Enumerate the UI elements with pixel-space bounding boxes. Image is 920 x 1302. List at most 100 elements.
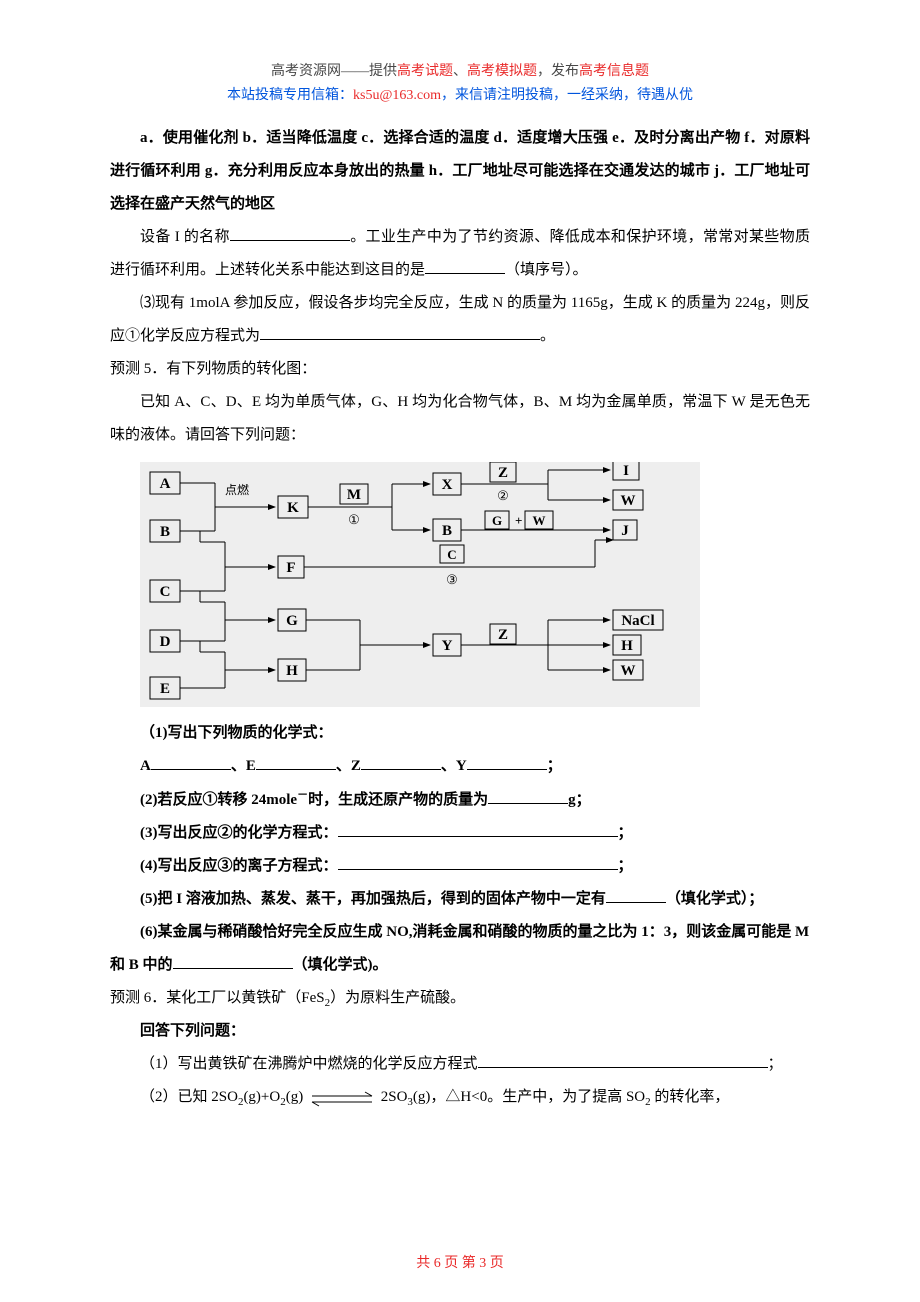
blank-a xyxy=(151,755,231,770)
q4-b: ； xyxy=(618,858,633,874)
q1-y: 、Y xyxy=(441,758,467,774)
circled-2: ② xyxy=(497,488,509,503)
p10-end: 的转化率， xyxy=(651,1089,730,1105)
blank-e xyxy=(256,755,336,770)
blank-solid xyxy=(606,888,666,903)
equipment-para: 设备 I 的名称。工业生产中为了节约资源、降低成本和保护环境，常常对某些物质进行… xyxy=(110,221,810,287)
p10-m2: (g) xyxy=(286,1089,304,1105)
q2-c: g； xyxy=(568,792,591,808)
page-header: 高考资源网——提供高考试题、高考模拟题，发布高考信息题 本站投稿专用信箱：ks5… xyxy=(110,60,810,104)
footer-text: 共 6 页 第 3 页 xyxy=(416,1256,504,1271)
p2-a: 设备 I 的名称 xyxy=(140,229,230,245)
q2-b: 时，生成还原产物的质量为 xyxy=(308,792,488,808)
p2-c: （填序号）。 xyxy=(505,262,588,278)
p10-m1: (g)+O xyxy=(243,1089,280,1105)
p9-a: （1）写出黄铁矿在沸腾炉中燃烧的化学反应方程式 xyxy=(140,1056,478,1072)
node-z2: Z xyxy=(498,627,508,643)
header-hl2: 高考模拟题 xyxy=(467,64,537,79)
q3-b: ； xyxy=(618,825,633,841)
page-footer: 共 6 页 第 3 页 xyxy=(0,1252,920,1272)
predict-5-intro: 已知 A、C、D、E 均为单质气体，G、H 均为化合物气体，B、M 均为金属单质… xyxy=(110,386,810,452)
q3-a: (3)写出反应②的化学方程式： xyxy=(140,825,338,841)
p10-a: （2）已知 2SO xyxy=(140,1089,238,1105)
node-b: B xyxy=(160,524,170,540)
node-m: M xyxy=(347,487,361,503)
q4: (4)写出反应③的离子方程式： ； xyxy=(110,850,810,883)
header-pre: 高考资源网——提供 xyxy=(271,64,397,79)
node-w2: W xyxy=(533,513,546,528)
p9-b: ； xyxy=(768,1056,783,1072)
p10-m4: (g)，△H<0。生产中，为了提高 SO xyxy=(413,1089,645,1105)
circled-1: ① xyxy=(348,512,360,527)
blank-equation xyxy=(260,325,540,340)
q4-a: (4)写出反应③的离子方程式： xyxy=(140,858,338,874)
header-line-2: 本站投稿专用信箱：ks5u@163.com，来信请注明投稿，一经采纳，待遇从优 xyxy=(110,84,810,104)
p3-b: 。 xyxy=(540,328,555,344)
node-c: C xyxy=(160,584,171,600)
question-3: ⑶现有 1molA 参加反应，假设各步均完全反应，生成 N 的质量为 1165g… xyxy=(110,287,810,353)
q6-b: 和 B 中的 xyxy=(110,957,173,973)
node-f: F xyxy=(286,560,295,576)
q1-e: 、E xyxy=(231,758,256,774)
blank-eq2 xyxy=(338,822,618,837)
p7-a: 预测 6．某化工厂以黄铁矿（FeS xyxy=(110,990,325,1006)
p7-b: ）为原料生产硫酸。 xyxy=(330,990,465,1006)
q2: (2)若反应①转移 24mole－时，生成还原产物的质量为 g； xyxy=(110,783,810,817)
node-c2: C xyxy=(447,547,456,562)
p8: 回答下列问题： xyxy=(110,1015,810,1048)
header-sep: 、 xyxy=(453,64,467,79)
header-mid: ，发布 xyxy=(537,64,579,79)
blank-y xyxy=(467,755,547,770)
p10: （2）已知 2SO2(g)+O2(g) 2SO3(g)，△H<0。生产中，为了提… xyxy=(110,1081,810,1114)
blank-equipment xyxy=(230,226,350,241)
node-a: A xyxy=(160,476,171,492)
q1-end: ； xyxy=(547,758,562,774)
node-y: Y xyxy=(442,638,453,654)
options-list: a．使用催化剂 b．适当降低温度 c．选择合适的温度 d．适度增大压强 e．及时… xyxy=(110,122,810,221)
node-h2: H xyxy=(621,638,633,654)
node-nacl: NaCl xyxy=(621,613,654,629)
q3: (3)写出反应②的化学方程式： ； xyxy=(110,817,810,850)
node-w1: W xyxy=(621,493,636,509)
blank-combustion xyxy=(478,1053,768,1068)
header-hl1: 高考试题 xyxy=(397,64,453,79)
predict-6-title: 预测 6．某化工厂以黄铁矿（FeS2）为原料生产硫酸。 xyxy=(110,982,810,1015)
plus-1: + xyxy=(515,513,522,528)
header2-pre: 本站投稿专用信箱： xyxy=(227,88,353,103)
header-line-1: 高考资源网——提供高考试题、高考模拟题，发布高考信息题 xyxy=(110,60,810,80)
circled-3: ③ xyxy=(446,572,458,587)
node-z1: Z xyxy=(498,465,508,481)
predict-5-title: 预测 5．有下列物质的转化图： xyxy=(110,353,810,386)
header2-email: ks5u@163.com xyxy=(353,88,441,103)
q5-a: (5)把 I 溶液加热、蒸发、蒸干，再加强热后，得到的固体产物中一定有 xyxy=(140,891,606,907)
node-e: E xyxy=(160,681,170,697)
node-x: X xyxy=(442,477,453,493)
q2-sup: － xyxy=(297,789,308,801)
blank-mass xyxy=(488,789,568,804)
node-d: D xyxy=(160,634,171,650)
q6: (6)某金属与稀硝酸恰好完全反应生成 NO,消耗金属和硝酸的物质的量之比为 1：… xyxy=(110,916,810,949)
blank-index xyxy=(425,259,505,274)
header2-post: ，来信请注明投稿，一经采纳，待遇从优 xyxy=(441,88,693,103)
flowchart-diagram: A B C D E 点燃 K M ① xyxy=(140,462,810,707)
node-j: J xyxy=(621,523,629,539)
p10-m3: 2SO xyxy=(381,1089,408,1105)
q1-blanks: A、E、Z、Y； xyxy=(110,750,810,783)
node-k: K xyxy=(287,500,299,516)
content: a．使用催化剂 b．适当降低温度 c．选择合适的温度 d．适度增大压强 e．及时… xyxy=(110,122,810,1114)
q1-title: （1)写出下列物质的化学式： xyxy=(110,717,810,750)
q5-b: （填化学式）； xyxy=(666,891,764,907)
node-b2: B xyxy=(442,523,452,539)
q6b: 和 B 中的 （填化学式)。 xyxy=(110,949,810,982)
label-dianran: 点燃 xyxy=(225,482,249,497)
q2-a: (2)若反应①转移 24mole xyxy=(140,792,297,808)
p9: （1）写出黄铁矿在沸腾炉中燃烧的化学反应方程式 ； xyxy=(110,1048,810,1081)
header-hl3: 高考信息题 xyxy=(579,64,649,79)
blank-z xyxy=(361,755,441,770)
q6-c: （填化学式)。 xyxy=(293,957,388,973)
node-i: I xyxy=(623,463,629,479)
node-g2: G xyxy=(492,513,502,528)
blank-metal xyxy=(173,954,293,969)
blank-eq3 xyxy=(338,855,618,870)
node-h: H xyxy=(286,663,298,679)
